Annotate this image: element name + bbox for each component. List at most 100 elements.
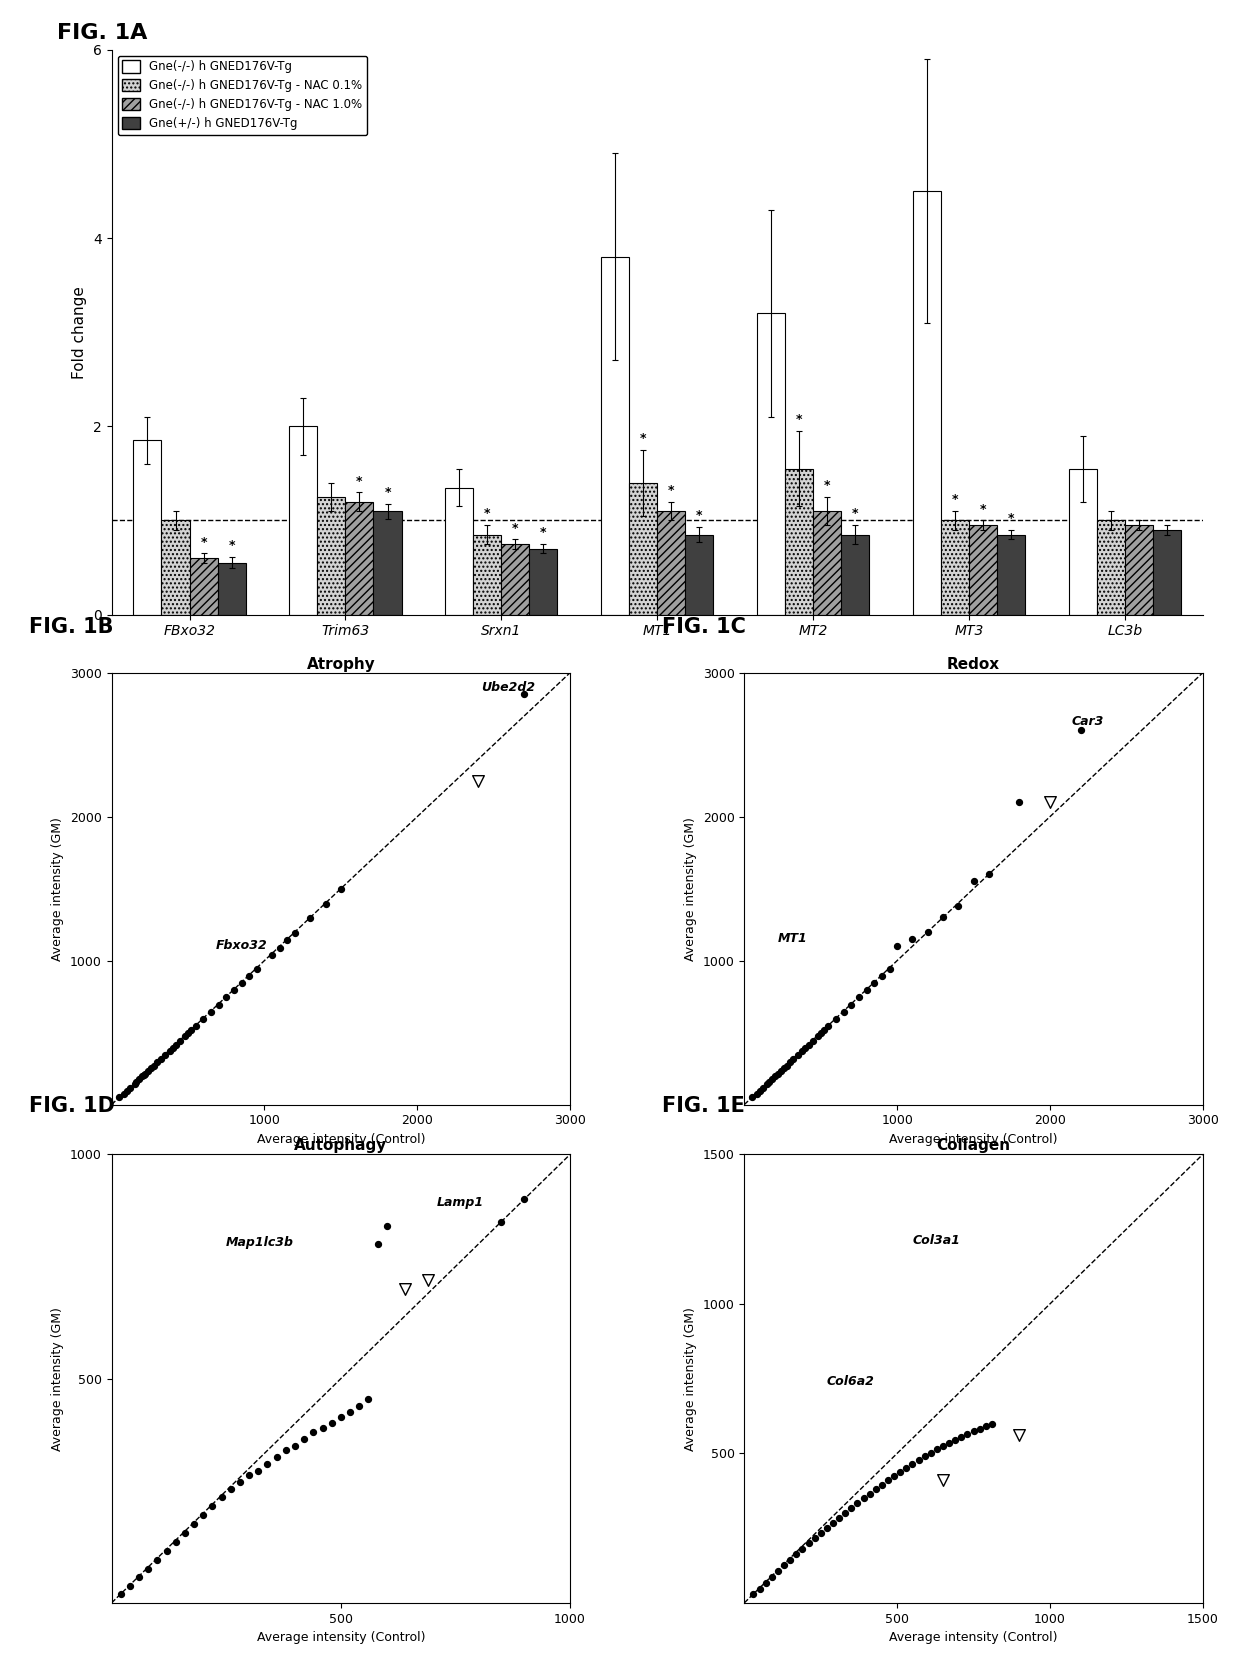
Point xyxy=(216,983,236,1010)
Point xyxy=(515,1186,534,1213)
Point xyxy=(248,1457,268,1483)
Point xyxy=(133,1063,153,1090)
Bar xyxy=(161,520,190,615)
Point xyxy=(777,1053,797,1080)
Point xyxy=(744,1581,764,1608)
Point xyxy=(469,767,489,794)
Point xyxy=(957,1420,977,1447)
Point xyxy=(771,1058,791,1085)
Point xyxy=(208,992,228,1018)
Bar xyxy=(289,427,317,615)
Point xyxy=(761,1565,781,1591)
Point xyxy=(156,1538,176,1565)
Point xyxy=(221,1475,241,1502)
X-axis label: Average intensity (Control): Average intensity (Control) xyxy=(257,1133,425,1146)
Point xyxy=(277,1437,296,1463)
Point xyxy=(780,1048,800,1075)
Bar xyxy=(601,257,629,615)
Point xyxy=(377,1213,397,1239)
Point xyxy=(750,1078,770,1105)
Point xyxy=(963,1418,983,1445)
Point xyxy=(278,927,298,953)
Point xyxy=(312,1415,332,1442)
Bar xyxy=(346,502,373,615)
Point xyxy=(817,1515,837,1541)
Point xyxy=(890,1458,910,1485)
Point xyxy=(139,1058,159,1085)
Text: *: * xyxy=(696,510,703,522)
Point xyxy=(813,1017,833,1043)
Title: Collagen: Collagen xyxy=(936,1138,1011,1153)
Point xyxy=(193,1502,213,1528)
Point xyxy=(756,1570,776,1596)
Bar xyxy=(1153,530,1180,615)
Text: *: * xyxy=(852,508,858,520)
Point xyxy=(258,1450,278,1477)
Point xyxy=(148,1048,167,1075)
Point xyxy=(758,1071,777,1098)
Point xyxy=(1040,789,1060,816)
Point xyxy=(976,1414,996,1440)
Text: *: * xyxy=(823,480,831,492)
Point xyxy=(109,1085,129,1111)
Point xyxy=(859,1480,879,1507)
Bar xyxy=(968,525,997,615)
Title: Atrophy: Atrophy xyxy=(306,656,376,671)
Point xyxy=(114,1080,134,1106)
X-axis label: Average intensity (Control): Average intensity (Control) xyxy=(889,1133,1058,1146)
Bar xyxy=(941,520,968,615)
Point xyxy=(129,1563,149,1590)
Point xyxy=(331,875,351,902)
Point xyxy=(232,970,252,997)
Point xyxy=(897,1455,916,1482)
Text: *: * xyxy=(640,432,646,445)
Point xyxy=(921,1440,941,1467)
Point xyxy=(247,955,267,982)
Point xyxy=(774,1055,794,1081)
Point xyxy=(872,962,892,988)
Point xyxy=(811,1020,831,1046)
Bar xyxy=(134,440,161,615)
Point xyxy=(805,1525,825,1551)
Point xyxy=(141,1055,161,1081)
Text: Ube2d2: Ube2d2 xyxy=(481,681,536,694)
Point xyxy=(932,1467,952,1493)
Point xyxy=(396,1276,415,1302)
Bar xyxy=(756,314,785,615)
Point xyxy=(807,1023,827,1050)
Point xyxy=(872,1472,892,1498)
Point xyxy=(267,1443,286,1470)
Point xyxy=(239,1462,259,1488)
Text: Fbxo32: Fbxo32 xyxy=(216,938,268,952)
Point xyxy=(804,1026,823,1053)
Point xyxy=(175,1023,195,1050)
Point xyxy=(155,1041,175,1068)
Point xyxy=(120,1573,140,1600)
Point xyxy=(294,1425,314,1452)
Point xyxy=(193,1005,213,1031)
Text: Lamp1: Lamp1 xyxy=(438,1196,485,1209)
Point xyxy=(185,1512,205,1538)
Point xyxy=(879,955,899,982)
Bar xyxy=(913,191,941,615)
Point xyxy=(746,1080,766,1106)
Point xyxy=(1070,718,1090,744)
Point xyxy=(857,977,877,1003)
Point xyxy=(792,1536,812,1563)
Point xyxy=(270,935,290,962)
Point xyxy=(866,1477,885,1503)
Point xyxy=(358,1385,378,1412)
Bar xyxy=(501,545,529,615)
Text: MT1: MT1 xyxy=(777,932,807,945)
Point xyxy=(918,919,937,945)
Point xyxy=(903,925,923,952)
Bar xyxy=(785,468,813,615)
Bar xyxy=(997,535,1025,615)
Point xyxy=(162,1035,182,1061)
Text: FIG. 1D: FIG. 1D xyxy=(29,1096,115,1116)
Point xyxy=(179,1020,198,1046)
Point xyxy=(842,992,862,1018)
Bar xyxy=(841,535,869,615)
Point xyxy=(160,1036,180,1065)
Point xyxy=(949,892,968,919)
